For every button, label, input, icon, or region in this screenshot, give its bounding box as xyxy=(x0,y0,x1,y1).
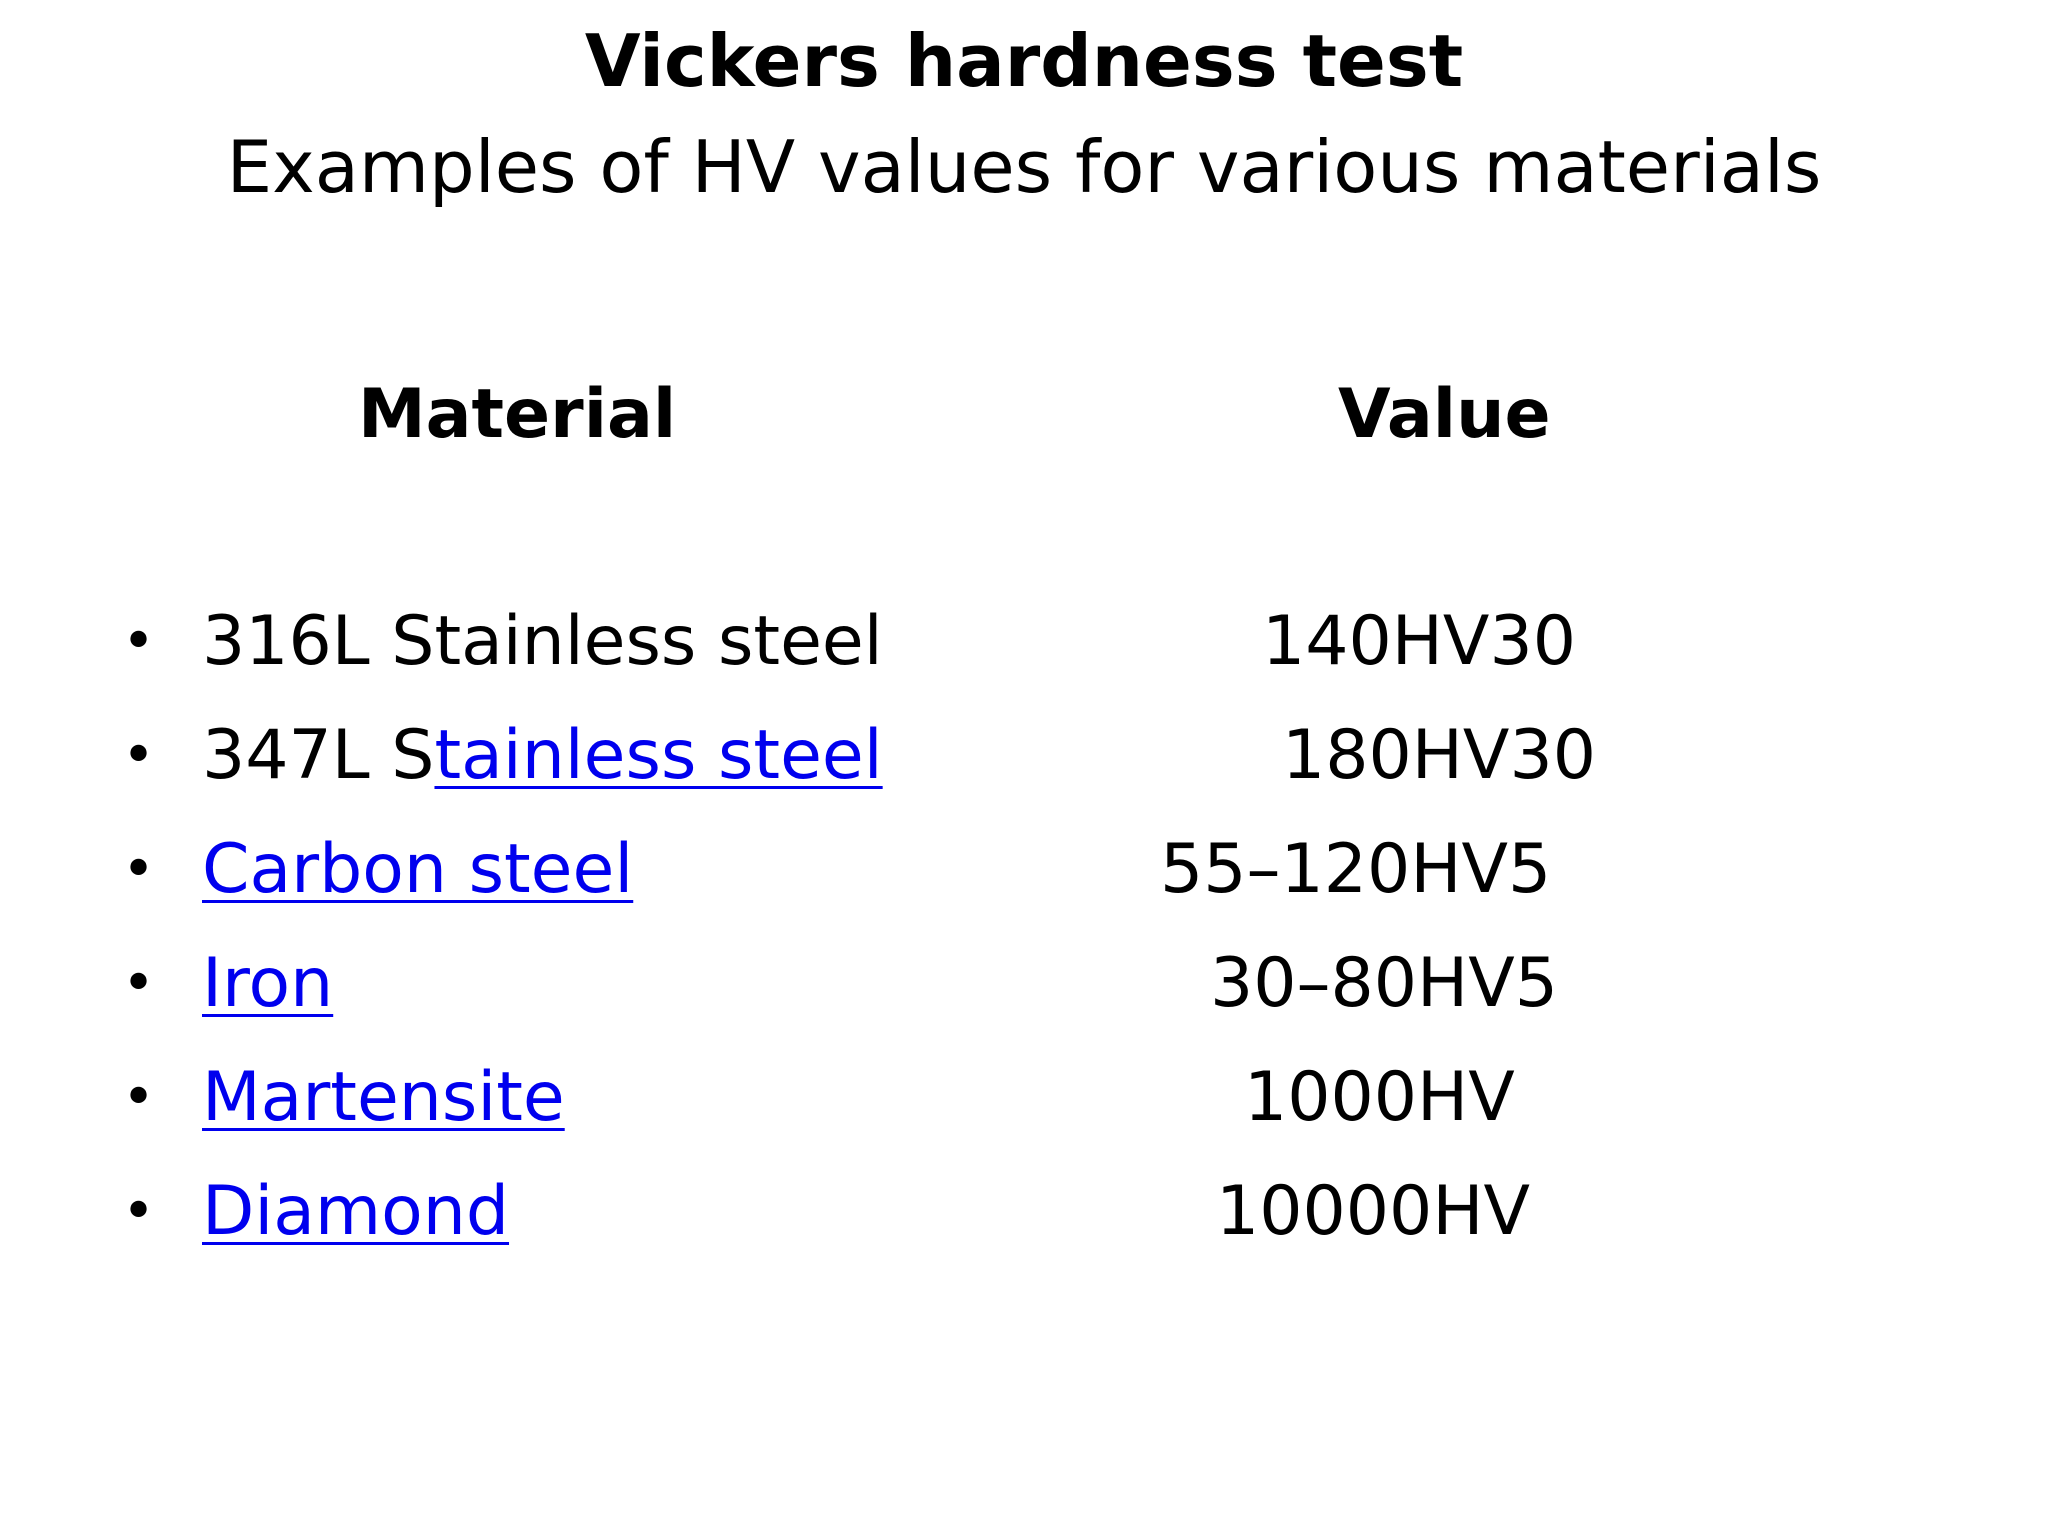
hardness-value: 140HV30 xyxy=(1262,602,1576,681)
bullet-icon: • xyxy=(122,951,156,1016)
material-row-347l: • 347L Stainless steel 180HV30 xyxy=(0,699,2048,813)
material-column-header: Material xyxy=(358,375,677,454)
hardness-value: 10000HV xyxy=(1216,1172,1530,1251)
material-name: Iron xyxy=(202,927,333,1041)
material-row-316l: • 316L Stainless steel 140HV30 xyxy=(0,585,2048,699)
slide-subtitle: Examples of HV values for various materi… xyxy=(226,125,1822,209)
material-row-iron: • Iron 30–80HV5 xyxy=(0,927,2048,1041)
bullet-icon: • xyxy=(122,1065,156,1130)
material-row-martensite: • Martensite 1000HV xyxy=(0,1041,2048,1155)
stainless-steel-link[interactable]: tainless steel xyxy=(434,716,883,795)
slide-title: Vickers hardness test xyxy=(584,19,1464,103)
material-name: 347L Stainless steel xyxy=(202,699,883,813)
hardness-value: 1000HV xyxy=(1244,1058,1515,1137)
material-text: 316L Stainless steel xyxy=(202,602,883,681)
material-name: 316L Stainless steel xyxy=(202,585,883,699)
material-name: Carbon steel xyxy=(202,813,633,927)
diamond-link[interactable]: Diamond xyxy=(202,1172,510,1251)
bullet-icon: • xyxy=(122,723,156,788)
material-text: 347L S xyxy=(202,716,435,795)
hardness-value: 55–120HV5 xyxy=(1160,830,1552,909)
bullet-icon: • xyxy=(122,1179,156,1244)
material-row-carbon-steel: • Carbon steel 55–120HV5 xyxy=(0,813,2048,927)
bullet-icon: • xyxy=(122,609,156,674)
material-name: Martensite xyxy=(202,1041,565,1155)
hardness-value: 30–80HV5 xyxy=(1210,944,1558,1023)
value-column-header: Value xyxy=(1338,375,1551,454)
hardness-value: 180HV30 xyxy=(1282,716,1596,795)
material-row-diamond: • Diamond 10000HV xyxy=(0,1155,2048,1269)
iron-link[interactable]: Iron xyxy=(202,944,334,1023)
bullet-icon: • xyxy=(122,837,156,902)
carbon-steel-link[interactable]: Carbon steel xyxy=(202,830,634,909)
martensite-link[interactable]: Martensite xyxy=(202,1058,565,1137)
material-name: Diamond xyxy=(202,1155,509,1269)
